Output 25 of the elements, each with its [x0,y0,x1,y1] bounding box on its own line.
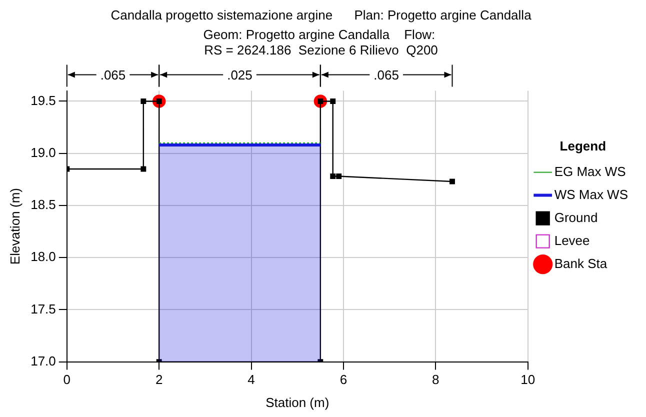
legend-title: Legend [560,138,606,154]
x-tick-label: 6 [340,372,348,388]
y-tick-label: 17.5 [30,301,56,316]
y-tick-label: 18.5 [30,197,56,212]
x-tick-label: 8 [432,372,440,388]
x-tick-label: 10 [520,372,536,388]
x-tick-label: 4 [248,372,255,388]
x-axis-title: Station (m) [266,394,330,410]
y-tick-label: 19.5 [30,92,56,108]
chart-title: Candalla progetto sistemazione argine Plan: Progetto argine Candalla [110,7,532,22]
x-tick-label: 2 [155,372,163,388]
legend-label: Ground [554,210,598,225]
legend-label: Levee [554,232,590,248]
text: .065 [374,67,399,82]
legend-label: EG Max WS [554,164,626,179]
text: .025 [227,67,252,82]
y-tick-label: 19.0 [30,144,56,160]
chart-subtitle: Geom: Progetto argine Candalla Flow: RS = 2624.186 Sezione 6 Rilievo Q200 [203,26,439,58]
text: .065 [100,67,126,82]
x-tick-label: 0 [63,372,71,388]
legend-label: Bank Sta [554,256,608,271]
y-tick-label: 17.0 [30,353,56,368]
y-axis-title: Elevation (m) [7,188,22,265]
y-tick-label: 18.0 [30,249,56,264]
legend-label: WS Max WS [554,186,628,202]
